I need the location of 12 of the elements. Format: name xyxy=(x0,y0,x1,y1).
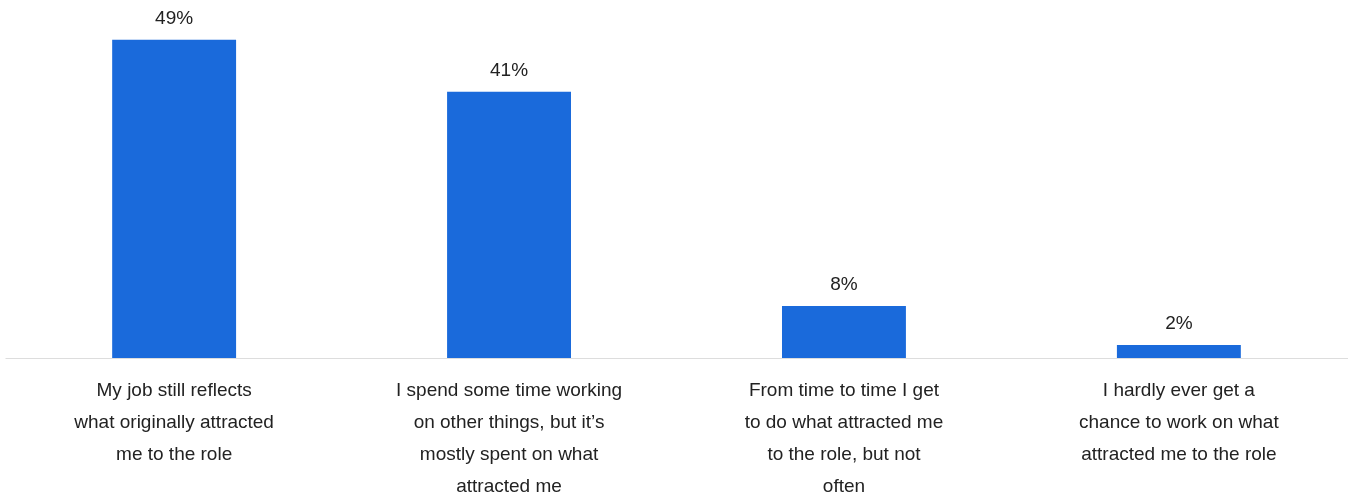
data-label: 41% xyxy=(490,58,529,80)
data-label: 8% xyxy=(830,273,858,295)
data-label: 2% xyxy=(1165,312,1193,334)
bar xyxy=(447,91,571,358)
bar xyxy=(1116,345,1241,358)
x-tick-label: My job still reflects what originally attracted me to the role xyxy=(73,378,274,464)
x-tick-label: I spend some time working on other things, but it’s mostly spent on what attracted me xyxy=(396,378,623,496)
bar xyxy=(782,306,906,358)
x-tick-label: From time to time I get to do what attracted me to the role, but not often xyxy=(744,378,944,496)
data-label: 49% xyxy=(155,6,194,28)
bar xyxy=(112,39,237,358)
x-tick-label: I hardly ever get a chance to work on what attracted me to the role xyxy=(1079,378,1280,464)
